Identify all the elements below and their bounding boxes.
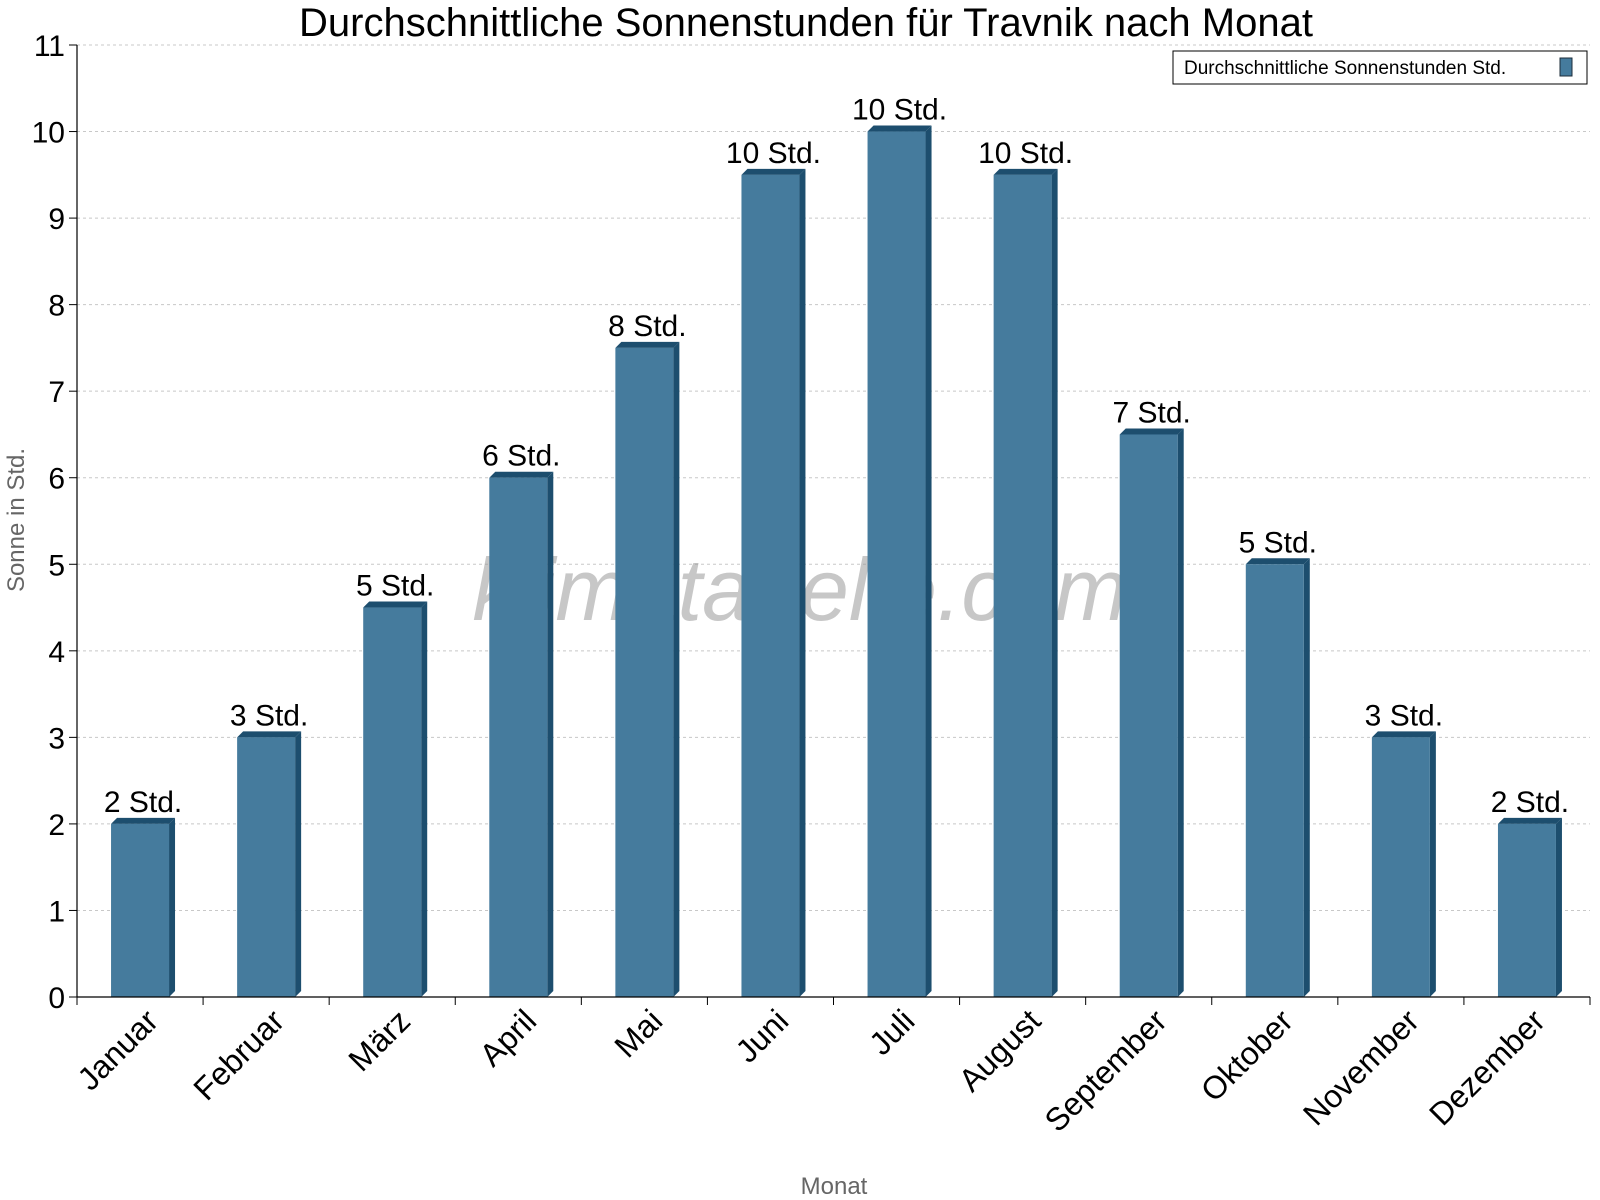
data-label: 5 Std. [356, 570, 434, 603]
x-category-label: Oktober [1194, 1002, 1300, 1108]
bar-side [1051, 168, 1058, 997]
bar-top [1371, 731, 1436, 738]
bar-top [489, 471, 554, 478]
data-label: 2 Std. [1491, 786, 1569, 819]
data-label: 5 Std. [1239, 526, 1317, 559]
grid-lines [77, 44, 1590, 911]
bar-side [169, 817, 176, 997]
bar [993, 174, 1052, 997]
bar-side [673, 341, 680, 998]
bar-top [363, 601, 428, 608]
bar [363, 607, 422, 997]
bar-top [237, 731, 302, 738]
x-axis-title: Monat [801, 1173, 868, 1200]
data-label: 10 Std. [726, 137, 821, 170]
bar-side [547, 471, 554, 997]
data-label: 10 Std. [978, 137, 1073, 170]
x-category-label: Dezember [1422, 1002, 1552, 1132]
x-category-label: August [952, 1002, 1048, 1098]
y-tick-label: 1 [48, 895, 65, 928]
x-category-label: November [1296, 1002, 1426, 1132]
x-category-label: September [1038, 1002, 1174, 1138]
bar [1497, 823, 1556, 997]
legend-swatch [1559, 57, 1573, 77]
data-label: 6 Std. [482, 440, 560, 473]
bar-top [111, 817, 176, 824]
bar-top [1119, 428, 1184, 435]
chart-title: Durchschnittliche Sonnenstunden für Trav… [299, 1, 1313, 45]
legend-box [1172, 50, 1588, 85]
bar [741, 174, 800, 997]
y-tick-label: 3 [48, 722, 65, 755]
y-tick-label: 2 [48, 809, 65, 842]
bar [111, 823, 170, 997]
x-category-label: Juni [728, 1002, 795, 1069]
bar-top [993, 168, 1058, 175]
bar-top [867, 125, 932, 132]
bar-top [615, 341, 680, 348]
y-tick-label: 6 [48, 463, 65, 496]
x-category-label: Januar [70, 1002, 165, 1097]
bar-side [925, 125, 932, 997]
bar-side [1555, 817, 1562, 997]
y-tick-label: 4 [48, 636, 65, 669]
bar-side [295, 731, 302, 997]
x-category-label: April [473, 1002, 544, 1073]
y-tick-label: 5 [48, 549, 65, 582]
y-axis-title: Sonne in Std. [3, 448, 30, 592]
legend-label: Durchschnittliche Sonnenstunden Std. [1184, 58, 1506, 79]
data-label: 3 Std. [1365, 699, 1443, 732]
data-label: 7 Std. [1113, 396, 1191, 429]
bar-top [741, 168, 806, 175]
y-tick-label: 8 [48, 290, 65, 323]
bar-side [1429, 731, 1436, 997]
bar [1371, 737, 1430, 997]
bar-top [1245, 558, 1310, 565]
x-category-label: Mai [607, 1002, 669, 1064]
y-tick-label: 9 [48, 203, 65, 236]
y-tick-label: 11 [34, 30, 65, 63]
y-tick-label: 0 [48, 982, 65, 1015]
y-tick-label: 10 [32, 117, 65, 150]
data-label: 3 Std. [230, 699, 308, 732]
bar [1245, 564, 1304, 997]
data-label: 8 Std. [608, 310, 686, 343]
bar [615, 347, 674, 998]
x-category-label: Februar [186, 1002, 291, 1107]
legend[interactable]: Durchschnittliche Sonnenstunden Std. [1172, 50, 1588, 85]
bars: 2 Std. 3 Std. 5 Std. 6 Std. 8 Std. 10 Std. 10 … [104, 94, 1569, 998]
x-category-label: März [341, 1002, 417, 1078]
bar [237, 737, 296, 997]
bar [867, 131, 926, 997]
bar-side [799, 168, 806, 997]
x-category-label: Juli [862, 1002, 921, 1061]
bar [1119, 434, 1178, 997]
data-label: 2 Std. [104, 786, 182, 819]
bar-top [1497, 817, 1562, 824]
bar-side [421, 601, 428, 997]
data-label: 10 Std. [852, 94, 947, 127]
y-tick-label: 7 [48, 376, 65, 409]
bar-side [1303, 558, 1310, 997]
bar-side [1177, 428, 1184, 997]
bar [489, 477, 548, 997]
